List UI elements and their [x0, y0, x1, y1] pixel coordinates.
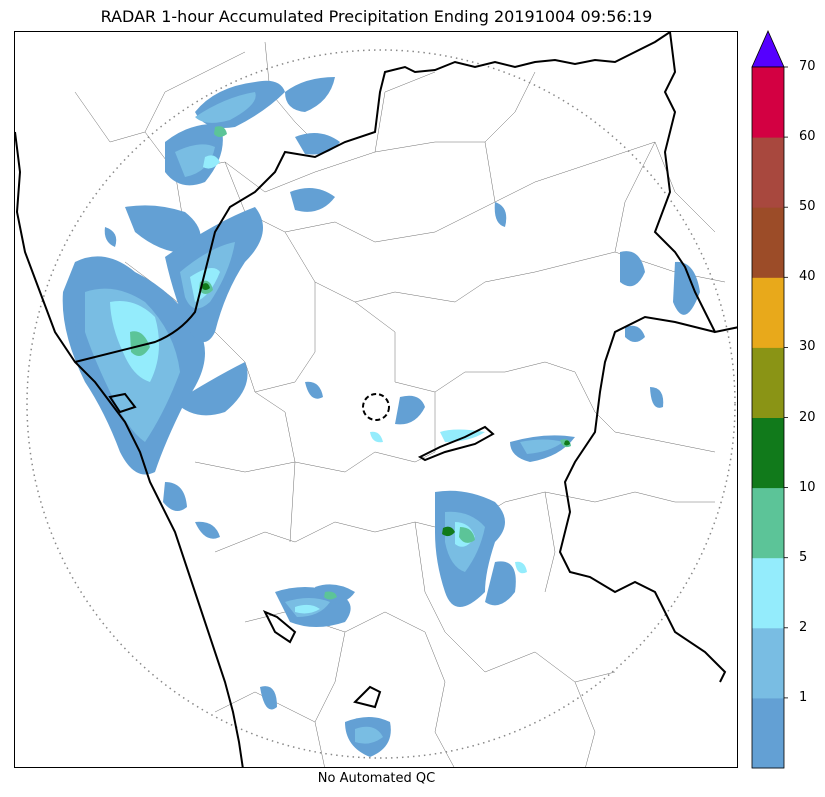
- radar-site-marker: [362, 393, 390, 421]
- colorbar-tick-label: 2: [799, 619, 808, 635]
- colorbar-tick-label: 20: [799, 409, 816, 425]
- colorbar-tick-label: 50: [799, 199, 816, 215]
- colorbar-tick-label: 10: [799, 479, 816, 495]
- chart-title: RADAR 1-hour Accumulated Precipitation E…: [100, 7, 653, 26]
- colorbar-segment: [752, 277, 784, 348]
- colorbar-segment: [752, 67, 784, 138]
- colorbar-tick-label: 30: [799, 339, 816, 355]
- colorbar: [751, 30, 792, 769]
- radar-map: [14, 31, 738, 768]
- coastline-and-state-boundaries: [15, 32, 737, 767]
- colorbar-segment: [752, 697, 784, 769]
- qc-note: No Automated QC: [317, 771, 436, 786]
- colorbar-tick-label: 1: [799, 689, 808, 705]
- colorbar-tick-label: 5: [799, 549, 808, 565]
- colorbar-tick-label: 40: [799, 269, 816, 285]
- colorbar-segment: [752, 137, 784, 208]
- colorbar-tick-label: 70: [799, 59, 816, 74]
- colorbar-segment: [752, 207, 784, 278]
- colorbar-extend-max: [751, 30, 785, 68]
- colorbar-segment: [752, 627, 784, 699]
- map-canvas: [15, 32, 737, 767]
- colorbar-segment: [752, 557, 784, 629]
- colorbar-segment: [752, 417, 784, 489]
- colorbar-segment: [752, 347, 784, 418]
- precipitation-echoes: [62, 77, 700, 757]
- colorbar-tick-label: 60: [799, 129, 816, 145]
- colorbar-segment: [752, 487, 784, 559]
- colorbar-svg: [751, 30, 788, 769]
- range-ring: [26, 49, 736, 759]
